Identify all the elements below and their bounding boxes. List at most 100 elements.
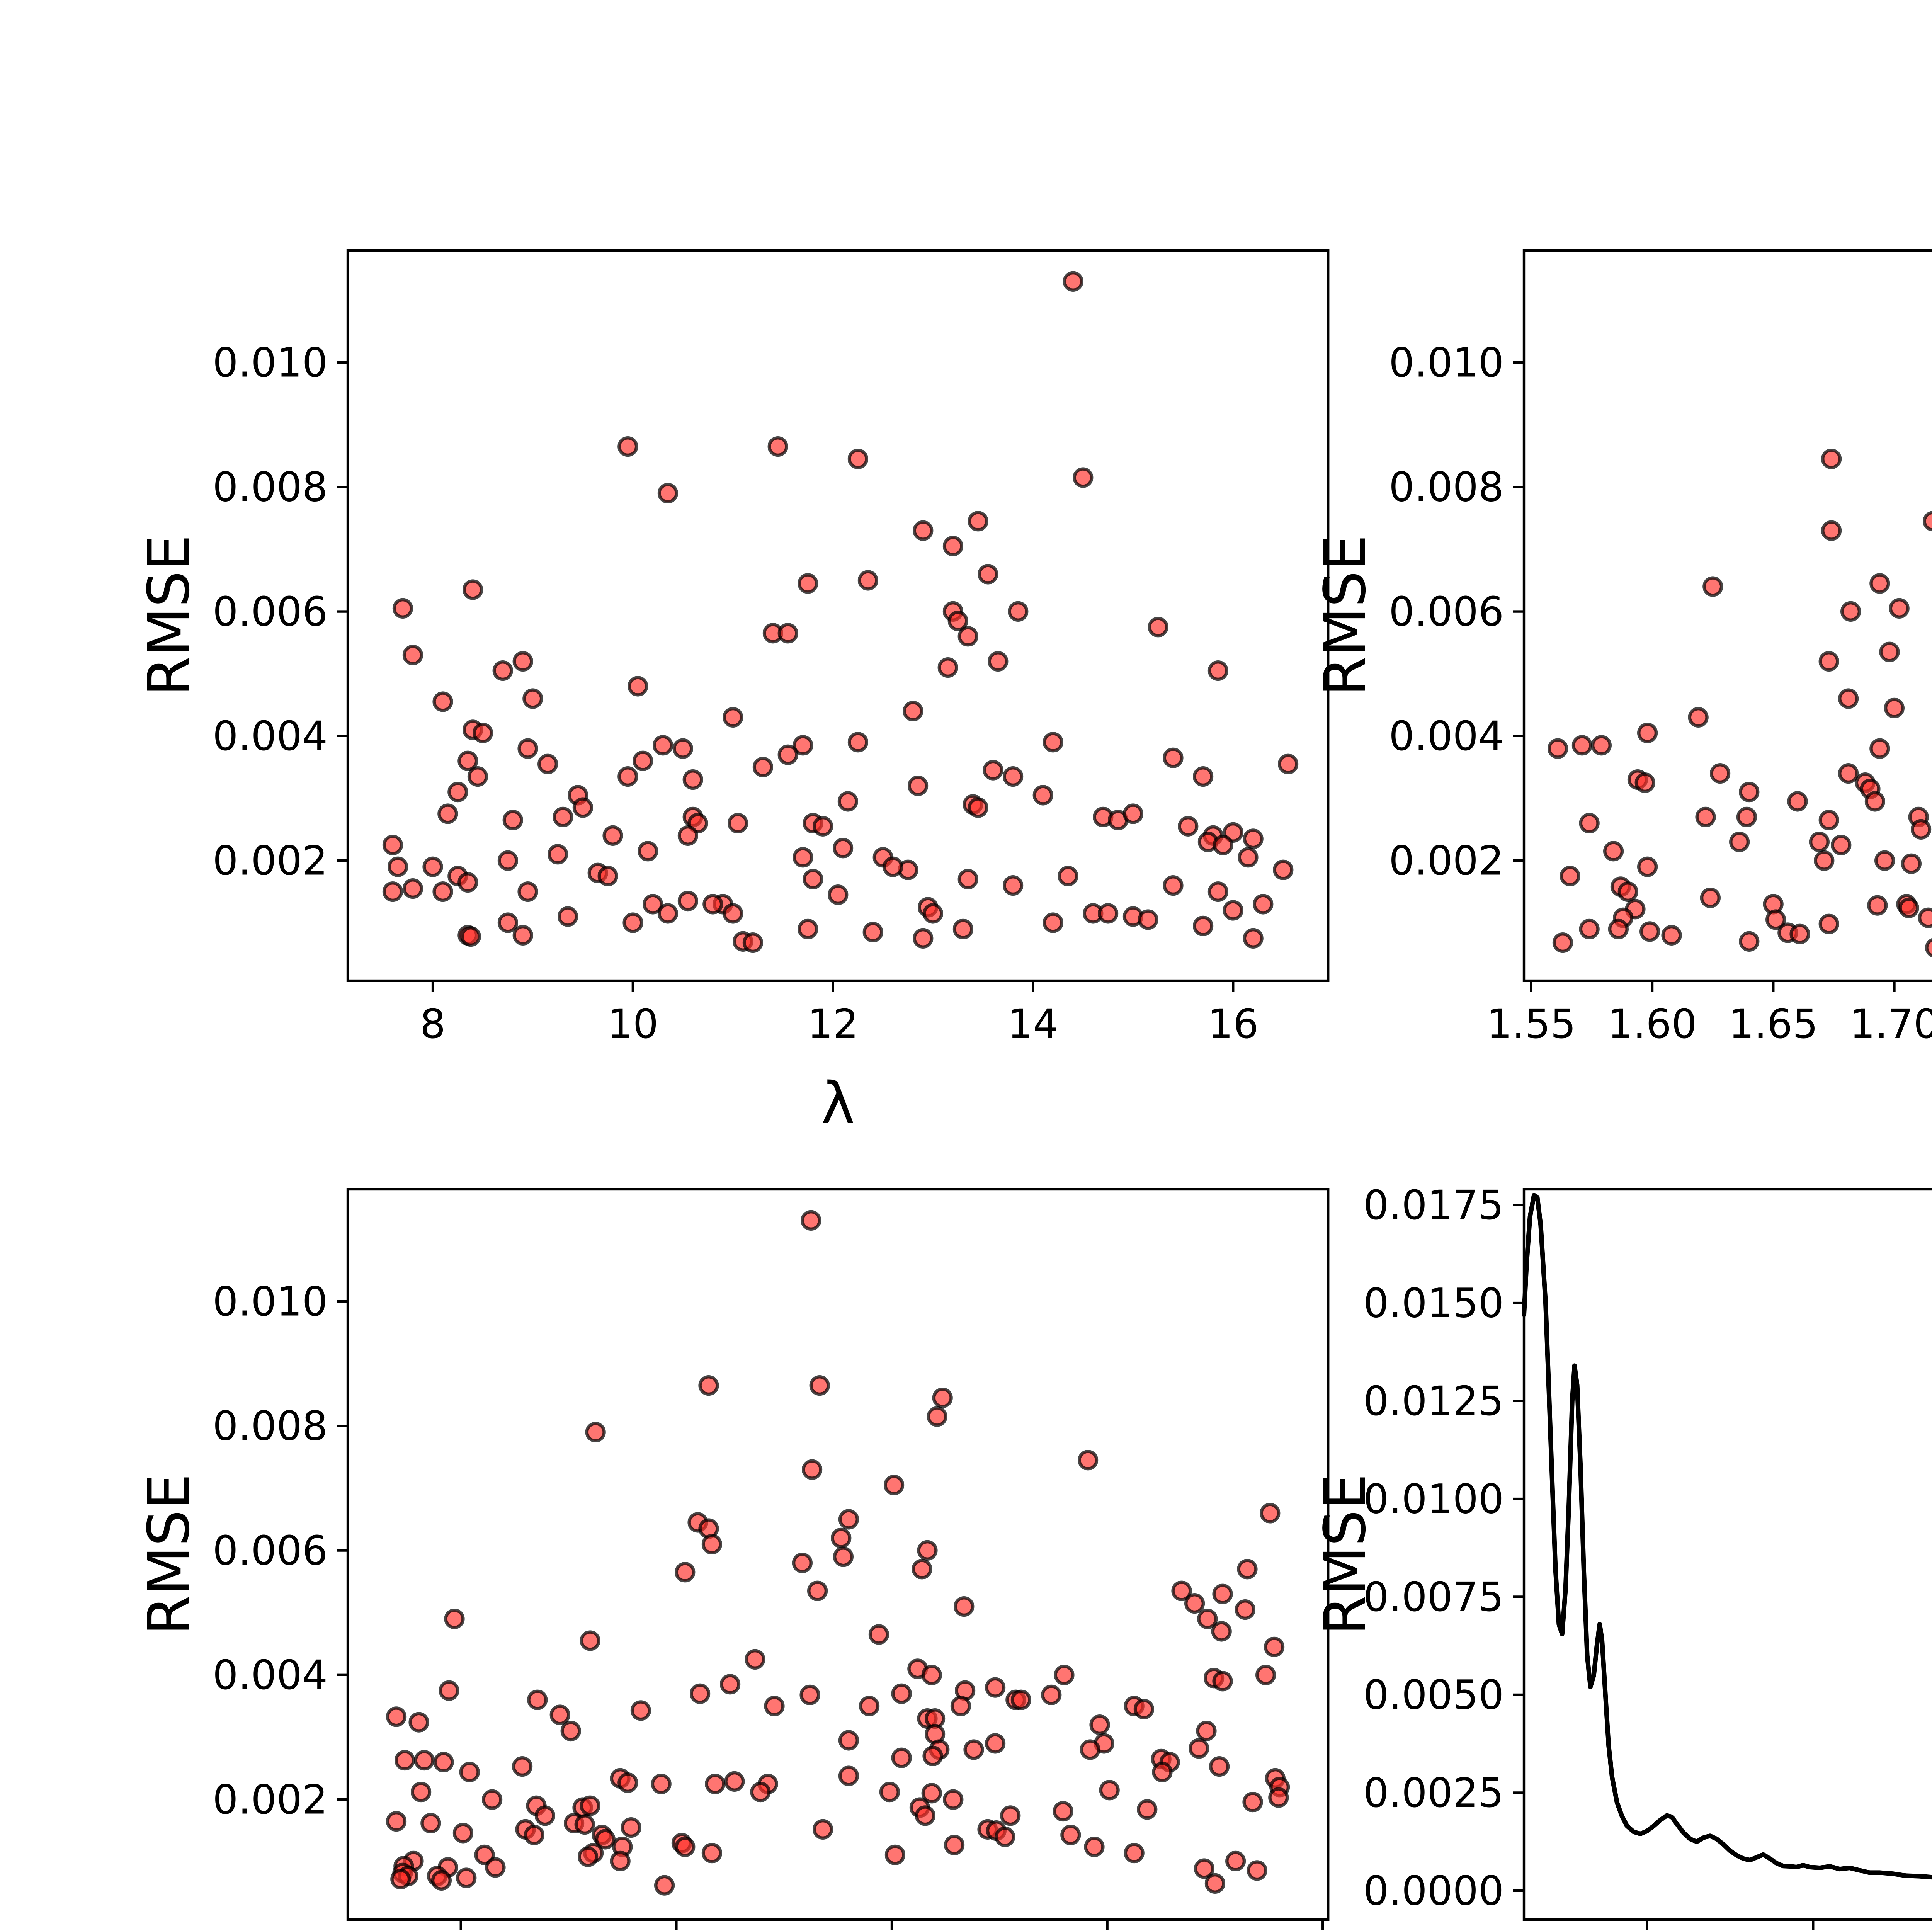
data-point	[1925, 938, 1932, 957]
data-point	[937, 657, 958, 678]
data-point	[580, 1630, 600, 1651]
data-point	[1184, 1593, 1205, 1614]
data-point	[724, 1771, 745, 1792]
data-point	[1923, 511, 1932, 532]
data-point	[1838, 763, 1859, 784]
data-point	[891, 1683, 912, 1704]
data-point	[1889, 598, 1910, 619]
data-point	[1196, 1721, 1217, 1742]
data-point	[1278, 753, 1299, 774]
data-point	[1171, 1580, 1192, 1601]
data-point	[1208, 881, 1228, 902]
y-tick-label: 0.0025	[1363, 1769, 1504, 1816]
data-point	[444, 1609, 465, 1629]
data-point	[968, 511, 988, 532]
data-point	[512, 1756, 533, 1777]
data-point	[512, 651, 533, 672]
data-point	[1639, 921, 1660, 942]
data-point	[1098, 903, 1119, 924]
x-tick-label: 1.60	[1607, 1000, 1697, 1048]
data-point	[1247, 1860, 1267, 1881]
data-point	[908, 775, 929, 796]
data-point	[1736, 806, 1757, 827]
data-point	[831, 1527, 852, 1548]
data-point	[617, 436, 638, 457]
data-point	[1617, 881, 1638, 902]
data-point	[1163, 747, 1184, 768]
data-point	[651, 1774, 672, 1794]
data-point	[985, 1733, 1006, 1754]
data-point	[622, 912, 643, 933]
data-point	[1739, 931, 1760, 952]
data-point	[750, 1782, 771, 1803]
data-point	[1189, 1738, 1209, 1759]
data-point	[420, 1813, 441, 1833]
data-point	[983, 760, 1003, 781]
data-point	[527, 1689, 548, 1710]
data-point	[950, 1696, 971, 1716]
data-point	[481, 1789, 503, 1810]
y-tick-label: 0.0150	[1363, 1279, 1504, 1327]
y-tick-label: 0.006	[213, 588, 328, 635]
data-point	[1204, 1873, 1225, 1894]
data-point	[932, 1388, 953, 1408]
data-point	[1003, 875, 1024, 896]
data-point	[597, 866, 618, 886]
data-point	[847, 448, 868, 469]
data-point	[386, 1706, 407, 1727]
y-tick-label: 0.006	[1389, 588, 1504, 635]
data-point	[1591, 735, 1612, 756]
data-point	[922, 903, 943, 924]
data-point	[474, 1844, 495, 1865]
data-point	[1560, 866, 1580, 886]
data-point	[1739, 782, 1760, 803]
data-point	[485, 1857, 506, 1878]
data-point	[1884, 697, 1905, 718]
data-point	[884, 1844, 905, 1865]
data-point	[433, 1752, 454, 1772]
data-point	[1060, 1825, 1081, 1845]
data-point	[1637, 856, 1658, 877]
data-point	[517, 738, 538, 759]
data-point	[1010, 1689, 1031, 1710]
data-point	[1898, 898, 1919, 918]
x-axis-title: λ	[821, 1070, 855, 1136]
data-point	[452, 1823, 473, 1844]
data-point	[1148, 617, 1168, 638]
data-point	[1710, 763, 1731, 784]
y-axis-title: RMSE	[1312, 1474, 1378, 1635]
data-point	[954, 1596, 975, 1617]
data-point	[602, 825, 623, 846]
data-point	[1273, 859, 1294, 880]
data-point	[537, 753, 558, 774]
y-axis-title: RMSE	[136, 1474, 202, 1635]
data-point	[921, 1665, 942, 1685]
data-point	[1242, 1792, 1263, 1813]
data-point	[891, 1747, 912, 1768]
data-point	[574, 1814, 595, 1835]
data-point	[1063, 271, 1083, 292]
y-tick-label: 0.004	[213, 713, 328, 760]
data-point	[580, 1795, 600, 1816]
y-tick-label: 0.002	[213, 837, 328, 884]
data-point	[803, 869, 823, 889]
data-point	[777, 623, 798, 644]
data-point	[1073, 467, 1094, 488]
data-point	[1054, 1665, 1075, 1685]
x-tick-label: 1.70	[1850, 1000, 1932, 1048]
data-point	[913, 928, 934, 949]
data-point	[1901, 853, 1922, 874]
data-point	[947, 611, 968, 631]
data-point	[913, 520, 934, 541]
data-point	[1840, 601, 1861, 622]
data-point	[1548, 738, 1568, 759]
data-point	[1838, 688, 1859, 709]
data-point	[859, 1696, 880, 1716]
data-point	[522, 688, 543, 709]
data-point	[1078, 1450, 1099, 1471]
data-point	[1225, 1850, 1246, 1871]
data-point	[807, 1580, 828, 1601]
data-point	[512, 925, 533, 946]
data-point	[1702, 576, 1723, 597]
y-tick-label: 0.008	[213, 464, 328, 511]
